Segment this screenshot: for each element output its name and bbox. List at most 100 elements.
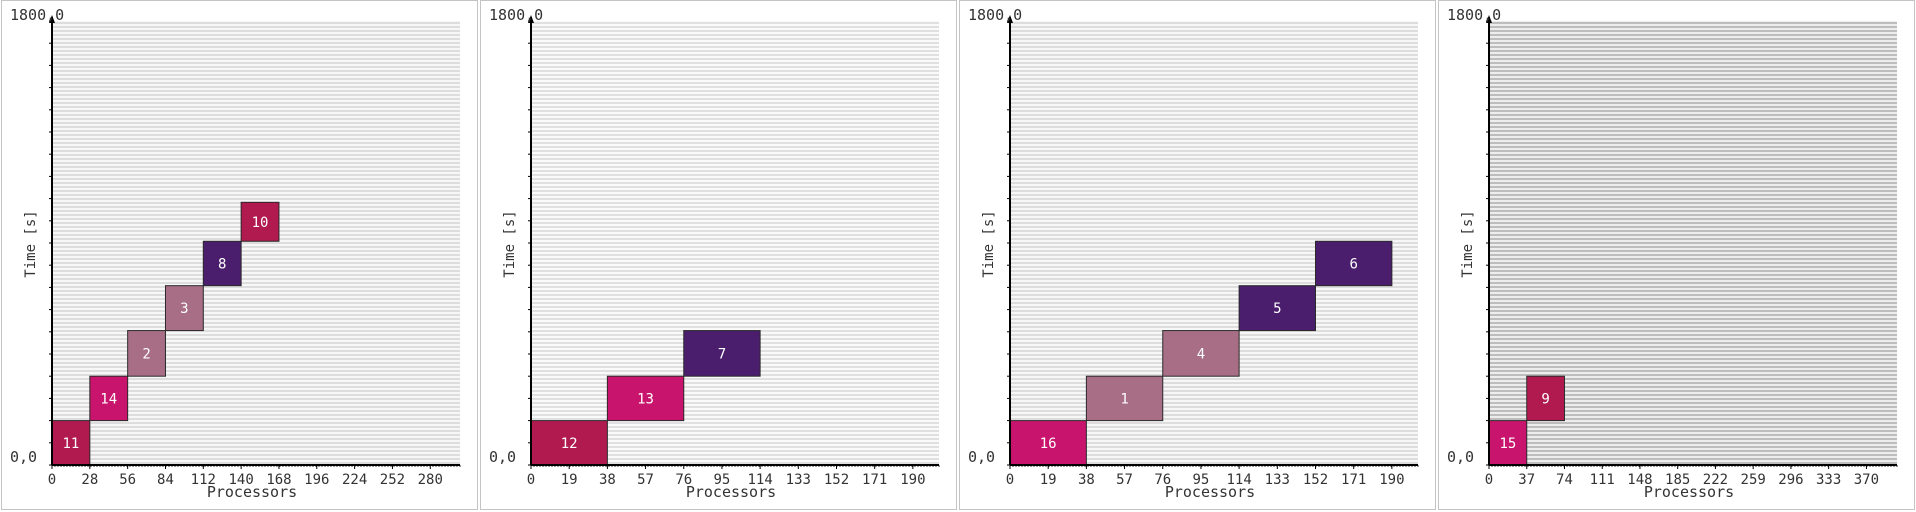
x-tick-label: 37 — [1518, 472, 1535, 488]
y-min-label: 0,0 — [489, 448, 516, 466]
job-bar — [51, 420, 91, 466]
schedule-panel-3: 16 1 4 5 6 0 19 38 57 76 95 114 133 152 171 190 1800,0 0,… — [959, 0, 1436, 510]
job-bar — [240, 201, 280, 242]
x-tick-label: 84 — [157, 472, 174, 488]
job-bar — [683, 330, 761, 377]
job-label: 10 — [252, 215, 269, 231]
x-minor-ticks — [530, 465, 940, 467]
y-axis-title: Time [s] — [502, 210, 518, 277]
x-tick-label: 224 — [342, 472, 367, 488]
y-max-label: 1800,0 — [489, 6, 543, 24]
x-tick-label: 95 — [714, 472, 731, 488]
schedule-chart-4: 15 9 0 37 74 111 148 185 222 259 296 333 370 1800,0 0,… — [1447, 6, 1898, 501]
x-tick-label: 171 — [1341, 472, 1366, 488]
x-tick-label: 296 — [1778, 472, 1803, 488]
x-tick-label: 252 — [380, 472, 405, 488]
x-tick-label: 112 — [191, 472, 216, 488]
job-bar — [1238, 285, 1316, 332]
y-axis-title: Time [s] — [1460, 210, 1476, 277]
x-minor-ticks — [1009, 465, 1419, 467]
job-bar — [1488, 420, 1528, 466]
x-tick-label: 0 — [48, 472, 56, 488]
job-label: 11 — [62, 436, 79, 452]
x-tick-label: 38 — [1078, 472, 1095, 488]
y-min-label: 0,0 — [10, 448, 37, 466]
job-label: 9 — [1541, 391, 1549, 407]
y-ticks — [49, 20, 52, 466]
x-tick-label: 114 — [747, 472, 772, 488]
x-tick-label: 56 — [119, 472, 136, 488]
job-bar — [202, 240, 242, 287]
schedule-chart-1: 11 14 2 3 8 10 0 28 56 84 112 140 168 196 224 252 280 180… — [10, 6, 461, 501]
x-tick-label: 0 — [1006, 472, 1014, 488]
x-tick-label: 333 — [1816, 472, 1841, 488]
job-bar — [164, 285, 204, 332]
job-label: 3 — [180, 301, 188, 317]
y-ticks — [1007, 20, 1010, 466]
x-tick-label: 171 — [862, 472, 887, 488]
job-bar — [127, 330, 166, 377]
x-tick-label: 28 — [81, 472, 98, 488]
processor-grid — [1489, 22, 1897, 464]
x-tick-label: 76 — [1154, 472, 1171, 488]
x-axis-title: Processors — [207, 483, 297, 501]
job-label: 6 — [1349, 256, 1357, 272]
x-tick-label: 19 — [561, 472, 578, 488]
y-min-label: 0,0 — [968, 448, 995, 466]
x-axis-title: Processors — [1644, 483, 1734, 501]
schedule-panel-1: 11 14 2 3 8 10 0 28 56 84 112 140 168 196 224 252 280 180… — [1, 0, 478, 510]
job-label: 4 — [1197, 346, 1205, 362]
schedule-chart-3: 16 1 4 5 6 0 19 38 57 76 95 114 133 152 171 190 1800,0 0,… — [968, 6, 1419, 501]
x-tick-label: 190 — [900, 472, 925, 488]
y-min-label: 0,0 — [1447, 448, 1474, 466]
x-tick-label: 0 — [527, 472, 535, 488]
x-tick-label: 74 — [1556, 472, 1573, 488]
job-label: 14 — [100, 391, 117, 407]
x-tick-label: 76 — [675, 472, 692, 488]
y-ticks — [1486, 20, 1489, 466]
x-tick-label: 57 — [637, 472, 654, 488]
job-label: 7 — [718, 346, 726, 362]
job-label: 1 — [1120, 391, 1128, 407]
y-max-label: 1800,0 — [1447, 6, 1501, 24]
job-bar — [1085, 375, 1164, 422]
x-minor-ticks — [1488, 465, 1898, 467]
x-tick-label: 95 — [1193, 472, 1210, 488]
job-label: 16 — [1040, 436, 1057, 452]
job-label: 2 — [142, 346, 150, 362]
job-bar — [1009, 420, 1087, 466]
x-tick-label: 114 — [1226, 472, 1251, 488]
x-tick-label: 38 — [599, 472, 616, 488]
x-tick-label: 111 — [1590, 472, 1615, 488]
y-axis-title: Time [s] — [981, 210, 997, 277]
job-label: 15 — [1499, 436, 1516, 452]
x-tick-label: 190 — [1379, 472, 1404, 488]
y-max-label: 1800,0 — [10, 6, 64, 24]
job-bar — [1162, 330, 1240, 377]
job-bar — [1314, 240, 1393, 287]
x-axis-title: Processors — [1165, 483, 1255, 501]
x-tick-label: 370 — [1854, 472, 1879, 488]
x-tick-label: 152 — [1303, 472, 1328, 488]
processor-grid — [52, 22, 460, 464]
x-tick-label: 133 — [1265, 472, 1290, 488]
y-ticks — [528, 20, 531, 466]
x-tick-label: 185 — [1665, 472, 1690, 488]
schedule-chart-2: 12 13 7 0 19 38 57 76 95 114 133 152 171 190 1800,0 0,0… — [489, 6, 940, 501]
schedule-panel-4: 15 9 0 37 74 111 148 185 222 259 296 333 370 1800,0 0,… — [1438, 0, 1915, 510]
x-minor-ticks — [51, 465, 461, 467]
job-label: 8 — [218, 256, 226, 272]
x-tick-label: 168 — [266, 472, 291, 488]
x-axis-title: Processors — [686, 483, 776, 501]
job-bar — [606, 375, 685, 422]
x-tick-label: 57 — [1116, 472, 1133, 488]
job-label: 12 — [561, 436, 578, 452]
y-max-label: 1800,0 — [968, 6, 1022, 24]
x-tick-label: 133 — [786, 472, 811, 488]
x-tick-label: 148 — [1627, 472, 1652, 488]
job-bar — [89, 375, 129, 422]
x-tick-label: 259 — [1741, 472, 1766, 488]
y-axis-title: Time [s] — [23, 210, 39, 277]
x-tick-label: 19 — [1040, 472, 1057, 488]
job-label: 13 — [637, 391, 654, 407]
